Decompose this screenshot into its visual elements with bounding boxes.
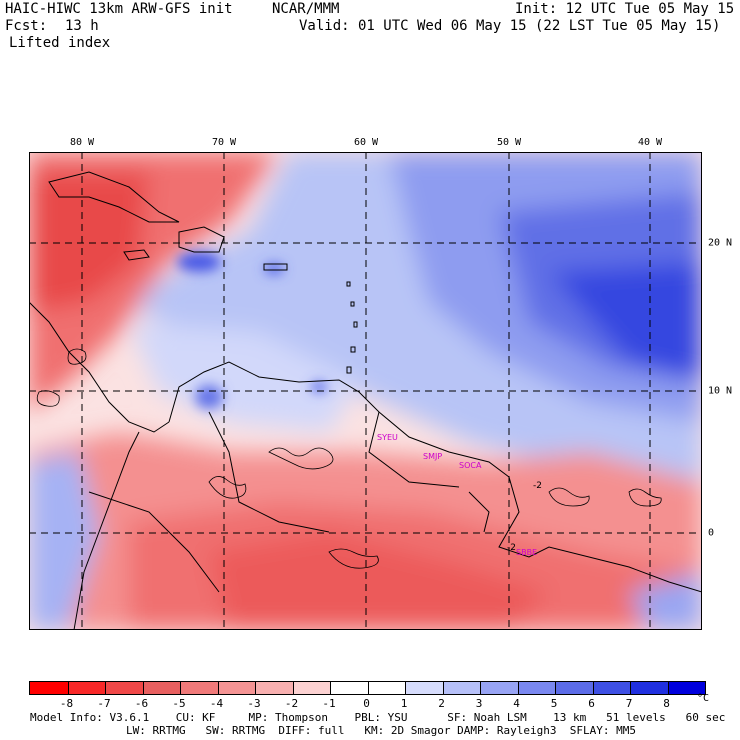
colorbar-tick-label: -3 xyxy=(247,697,261,710)
lon-label-80w: 80 W xyxy=(69,137,95,148)
model-title: HAIC-HIWC 13km ARW-GFS init xyxy=(5,1,233,17)
lifted-index-map: SYEU SMJP SOCA SBBE -2 -2 xyxy=(29,152,702,630)
lat-label-10n: 10 N xyxy=(708,385,733,397)
colorbar-tick-label: 1 xyxy=(400,697,408,710)
colorbar-cell xyxy=(67,682,105,694)
colorbar-cell xyxy=(442,682,480,694)
lon-label-40w: 40 W xyxy=(637,137,663,148)
colorbar-tick-label: 2 xyxy=(438,697,445,710)
model-info-line-1: Model Info: V3.6.1 CU: KF MP: Thompson P… xyxy=(30,711,726,724)
colorbar-cell xyxy=(630,682,668,694)
colorbar-cell xyxy=(517,682,555,694)
lon-label-60w: 60 W xyxy=(353,137,379,148)
colorbar-cell xyxy=(592,682,630,694)
colorbar-tick-label: 3 xyxy=(475,697,483,710)
location-soca: SOCA xyxy=(459,461,482,470)
lon-label-50w: 50 W xyxy=(496,137,522,148)
contour-label-2: -2 xyxy=(507,543,516,553)
colorbar-cell xyxy=(180,682,218,694)
location-syeu: SYEU xyxy=(377,433,398,442)
lat-label-0: 0 xyxy=(708,527,715,539)
colorbar-cell xyxy=(480,682,518,694)
colorbar-cell xyxy=(217,682,255,694)
colorbar-tick-label: 5 xyxy=(550,697,558,710)
colorbar-cell xyxy=(667,682,705,694)
colorbar xyxy=(29,681,706,695)
model-info-line-2: LW: RRTMG SW: RRTMG DIFF: full KM: 2D Sm… xyxy=(126,724,636,737)
center-name: NCAR/MMM xyxy=(272,1,340,17)
colorbar-tick-label: -6 xyxy=(134,697,149,710)
contour-lines xyxy=(36,348,662,569)
colorbar-tick-label: -4 xyxy=(209,697,224,710)
forecast-hour: 13 h xyxy=(65,18,99,34)
lon-label-70w: 70 W xyxy=(211,137,237,148)
colorbar-tick-label: 0 xyxy=(363,697,370,710)
colorbar-cell xyxy=(142,682,180,694)
colorbar-cell xyxy=(405,682,443,694)
colorbar-cell xyxy=(255,682,293,694)
colorbar-tick-label: 7 xyxy=(625,697,633,710)
field-name: Lifted index xyxy=(9,35,111,51)
colorbar-cell xyxy=(30,682,68,694)
colorbar-cell xyxy=(555,682,593,694)
colorbar-tick-label: -8 xyxy=(59,697,74,710)
colorbar-unit: °C xyxy=(697,693,710,704)
colorbar-tick-label: -1 xyxy=(322,697,336,710)
valid-time: Valid: 01 UTC Wed 06 May 15 (22 LST Tue … xyxy=(299,18,721,34)
contour-label-1: -2 xyxy=(533,481,542,491)
init-time: Init: 12 UTC Tue 05 May 15 xyxy=(515,1,735,17)
coastlines xyxy=(29,171,702,630)
colorbar-cell xyxy=(367,682,405,694)
colorbar-tick-label: -5 xyxy=(172,697,186,710)
colorbar-cell xyxy=(292,682,330,694)
colorbar-tick-label: -2 xyxy=(284,697,299,710)
lat-label-20n: 20 N xyxy=(708,237,733,249)
colorbar-tick-label: 6 xyxy=(588,697,595,710)
colorbar-cell xyxy=(105,682,143,694)
location-sbbe: SBBE xyxy=(516,548,537,557)
forecast-label: Fcst: xyxy=(5,18,48,34)
location-smjp: SMJP xyxy=(423,452,442,461)
colorbar-tick-label: 8 xyxy=(663,697,670,710)
blue-patches xyxy=(177,252,327,409)
colorbar-tick-label: 4 xyxy=(513,697,520,710)
colorbar-tick-label: -7 xyxy=(97,697,111,710)
colorbar-cell xyxy=(330,682,368,694)
